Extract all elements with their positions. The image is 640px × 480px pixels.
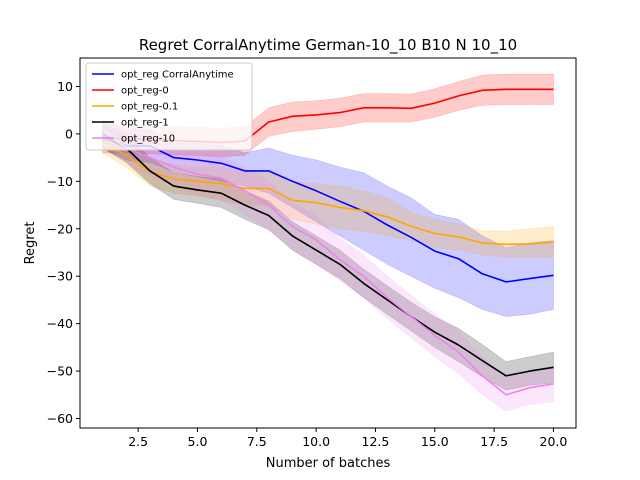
x-tick-label: 15.0	[421, 434, 449, 449]
y-axis-label: Regret	[23, 222, 38, 265]
x-axis-label: Number of batches	[266, 456, 391, 471]
band-opt-reg-10	[102, 116, 554, 412]
line-opt-reg-1	[102, 135, 554, 377]
legend-label-opt-reg-0-1: opt_reg-0.1	[121, 102, 178, 113]
band-opt-reg-corralanytime	[102, 119, 554, 317]
x-tick-label: 2.5	[128, 434, 148, 449]
y-tick-label: 0	[65, 126, 73, 141]
y-tick-label: −50	[47, 364, 73, 379]
line-opt-reg-0-1	[102, 142, 554, 246]
legend: opt_reg CorralAnytime opt_reg-0 opt_reg-0.…	[85, 62, 253, 151]
legend-label-opt-reg-0: opt_reg-0	[121, 86, 169, 97]
legend-label-opt-reg-1: opt_reg-1	[121, 118, 169, 129]
x-tick-label: 7.5	[247, 434, 267, 449]
y-tick-label: −30	[47, 269, 73, 284]
y-tick-label: −60	[47, 411, 73, 426]
y-tick-label: −40	[47, 316, 73, 331]
chart-title: Regret CorralAnytime German-10_10 B10 N …	[139, 36, 517, 55]
legend-label-opt-reg-10: opt_reg-10	[121, 134, 175, 145]
legend-label-opt-reg-corralanytime: opt_reg CorralAnytime	[121, 70, 234, 81]
x-tick-label: 17.5	[480, 434, 508, 449]
x-tick-label: 12.5	[362, 434, 390, 449]
x-tick-label: 20.0	[540, 434, 568, 449]
x-tick-label: 5.0	[188, 434, 208, 449]
line-opt-reg-10	[102, 128, 554, 396]
plot-frame	[79, 57, 577, 429]
y-tick-label: 10	[57, 79, 73, 94]
y-tick-label: −20	[47, 221, 73, 236]
x-axis-ticks: 2.5 5.0 7.5 10.0 12.5 15.0 17.5 20.0	[128, 428, 567, 449]
y-tick-label: −10	[47, 174, 73, 189]
y-axis-ticks: 10 0 −10 −20 −30 −40 −50 −60	[47, 79, 80, 426]
x-tick-label: 10.0	[302, 434, 330, 449]
legend-box	[85, 62, 253, 151]
line-opt-reg-corralanytime	[102, 133, 554, 283]
